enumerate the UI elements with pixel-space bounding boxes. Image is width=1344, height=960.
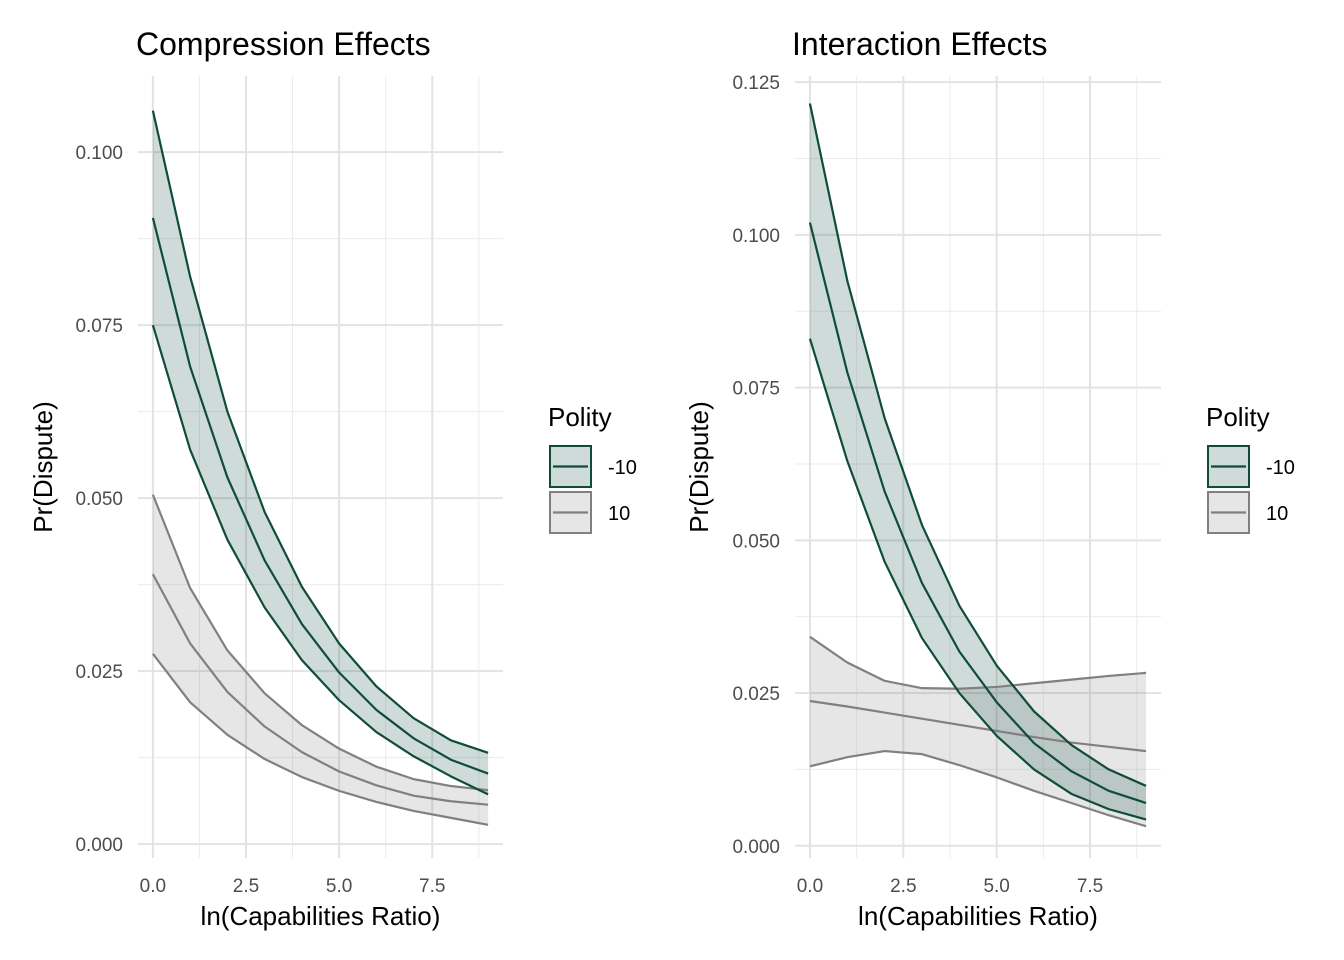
- y-tick-label: 0.000: [75, 835, 123, 856]
- y-axis-title: Pr(Dispute): [684, 401, 714, 532]
- line-polity-10-upper: [151, 494, 489, 792]
- legend-title: Polity: [548, 402, 612, 432]
- chart-panel-1: 0.0 2.5 5.0 7.5 0.000 0.025 0.050 0.075 0.100 Com…: [28, 26, 637, 931]
- line-polity--10-lower: [808, 338, 1147, 821]
- y-tick-label: 0.100: [75, 143, 123, 164]
- panel-title: Compression Effects: [136, 26, 431, 62]
- y-tick-label: 0.050: [732, 531, 780, 552]
- x-tick-label: 2.5: [233, 876, 259, 897]
- legend-label: -10: [608, 457, 637, 479]
- line-polity--10-mean: [808, 222, 1147, 805]
- x-axis-title: ln(Capabilities Ratio): [858, 901, 1098, 931]
- x-tick-label: 5.0: [983, 876, 1009, 897]
- y-tick-label: 0.025: [75, 662, 123, 683]
- line-polity-10-lower: [152, 653, 489, 826]
- y-tick-label: 0.075: [732, 379, 780, 400]
- y-axis-title: Pr(Dispute): [28, 401, 58, 532]
- legend-label: 10: [1266, 503, 1288, 525]
- panel-title: Interaction Effects: [792, 26, 1048, 62]
- legend: Polity -10 10: [548, 402, 637, 534]
- x-tick-label: 7.5: [1077, 876, 1103, 897]
- line-polity-10-lower: [809, 749, 1147, 828]
- x-tick-label: 0.0: [140, 876, 166, 897]
- legend-title: Polity: [1206, 402, 1270, 432]
- line-polity--10-lower: [151, 324, 489, 796]
- line-polity-10-mean: [809, 699, 1147, 753]
- ribbon-polity-10: [152, 494, 489, 825]
- chart-panel-2: 0.0 2.5 5.0 7.5 0.000 0.025 0.050 0.075 0.100 0.1…: [684, 26, 1295, 931]
- x-axis-title: ln(Capabilities Ratio): [201, 901, 441, 931]
- x-tick-label: 5.0: [326, 876, 352, 897]
- line-polity-10-mean: [151, 573, 489, 806]
- x-tick-label: 7.5: [419, 876, 445, 897]
- legend-label: -10: [1266, 457, 1295, 479]
- y-tick-label: 0.100: [732, 226, 780, 247]
- y-tick-label: 0.025: [732, 684, 780, 705]
- y-tick-label: 0.050: [75, 489, 123, 510]
- line-polity--10-upper: [808, 103, 1147, 787]
- line-polity-10-upper: [809, 635, 1147, 690]
- legend: Polity -10 10: [1206, 402, 1295, 534]
- ribbon-polity-10: [809, 636, 1147, 827]
- line-polity--10-mean: [151, 217, 489, 775]
- y-tick-label: 0.075: [75, 316, 123, 337]
- line-polity--10-upper: [151, 110, 489, 754]
- y-tick-label: 0.125: [732, 73, 780, 94]
- x-tick-label: 0.0: [797, 876, 823, 897]
- legend-label: 10: [608, 503, 630, 525]
- x-tick-label: 2.5: [890, 876, 916, 897]
- y-tick-label: 0.000: [732, 837, 780, 858]
